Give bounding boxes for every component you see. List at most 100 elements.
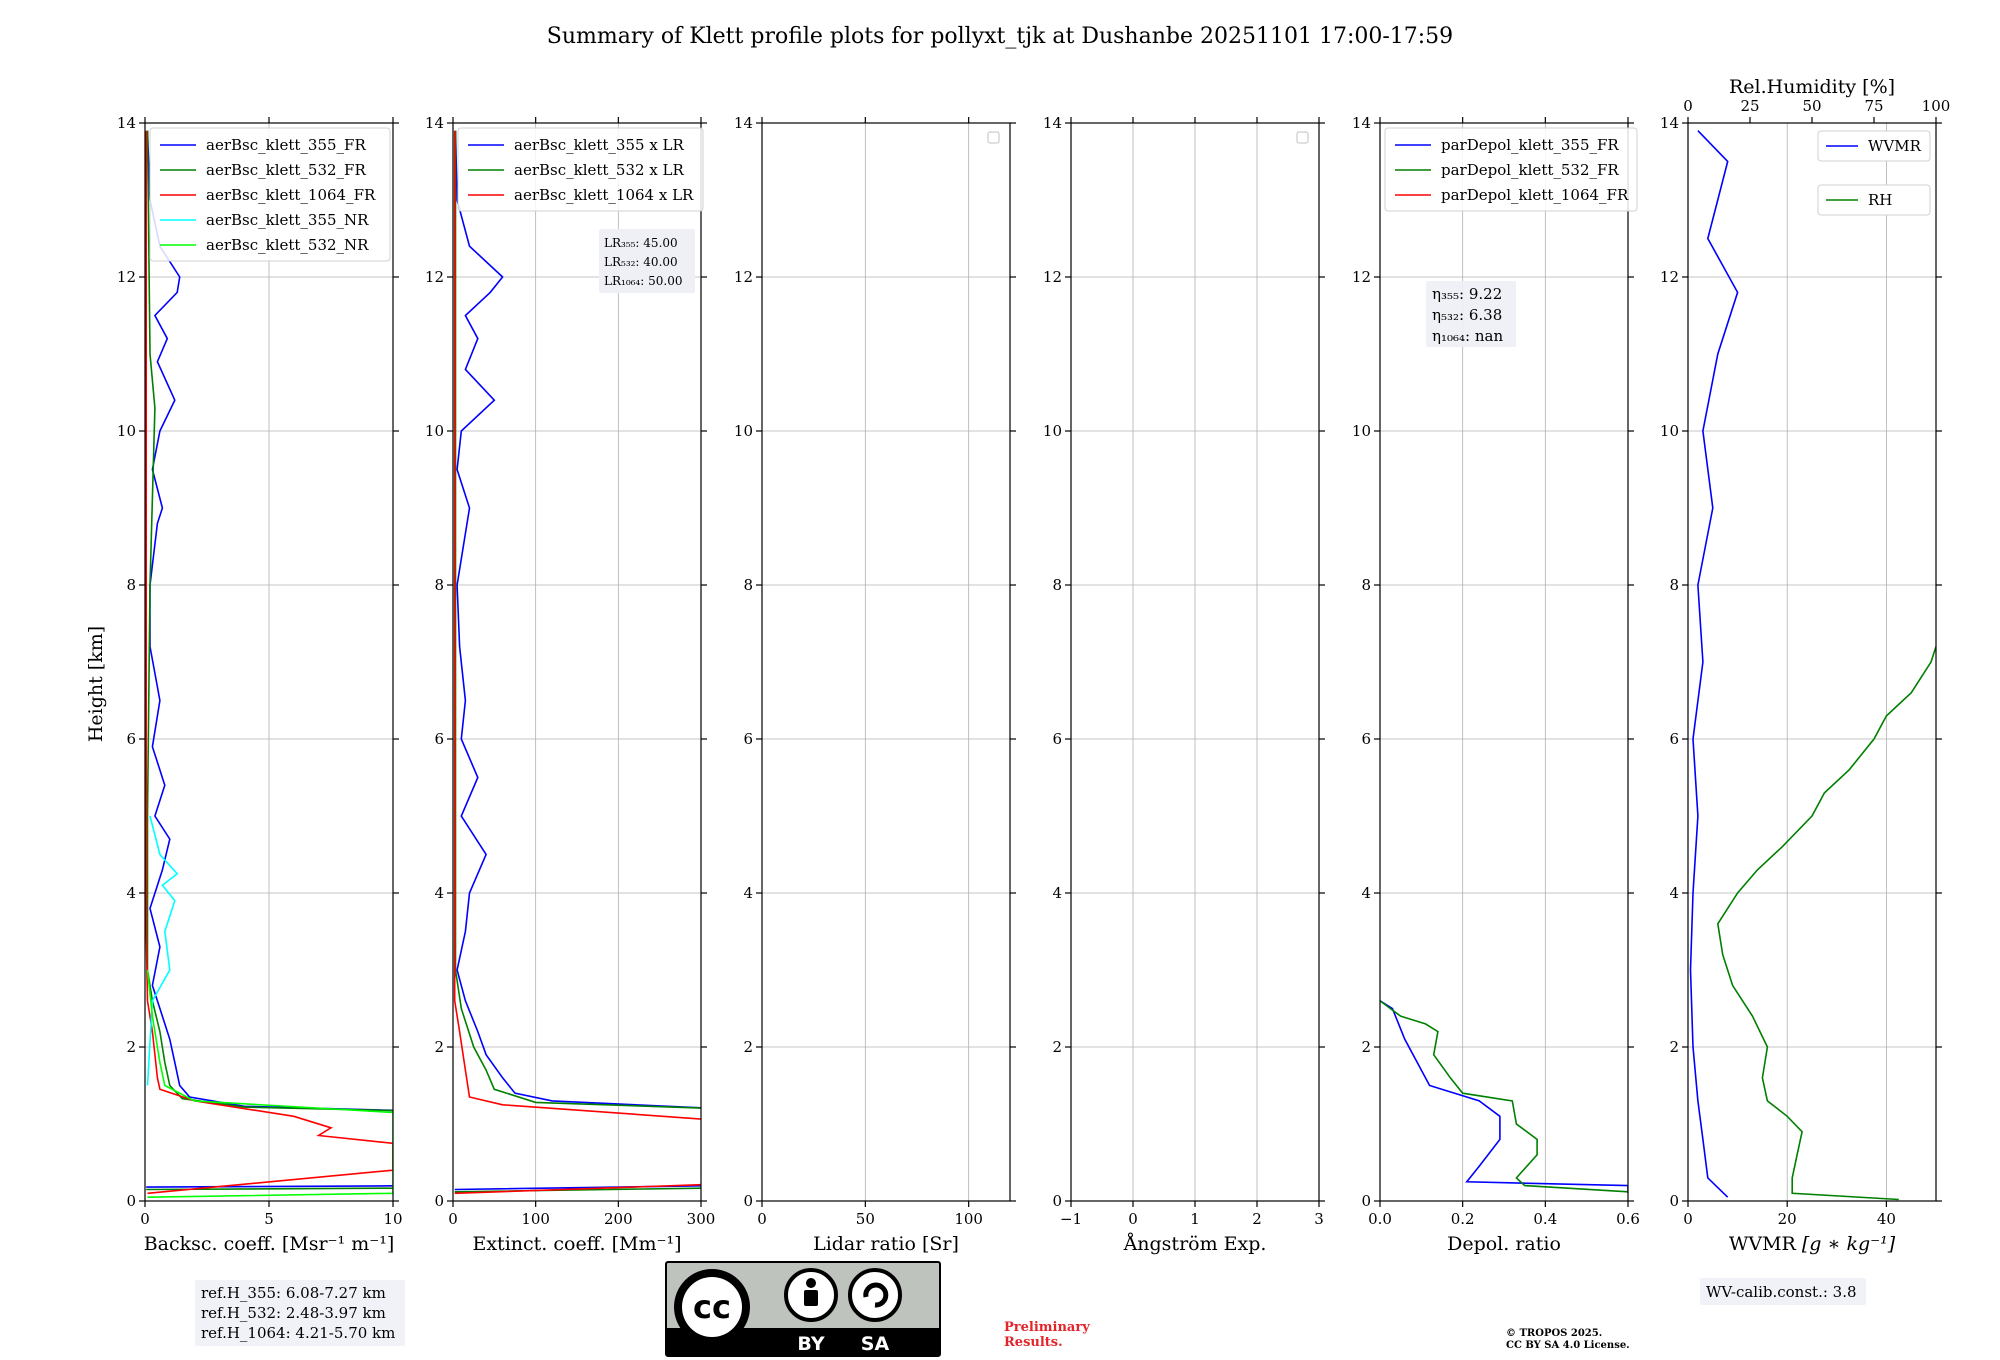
- sa-share-icon: [848, 1268, 902, 1322]
- y-tick-label: 14: [117, 114, 136, 132]
- x-axis-label-unit: [𝑔 ∗ 𝑘𝑔⁻¹]: [1802, 1233, 1896, 1255]
- panel-backscatter: 0 2 4 6 8 10 12 14 0 5 10 Backsc. coeff. [Msr⁻¹ m⁻¹…: [117, 114, 403, 1255]
- series-group: [1689, 130, 1936, 1201]
- legend-label: RH: [1868, 191, 1892, 209]
- legend-label: aerBsc_klett_1064_FR: [206, 186, 376, 204]
- x-axis-label: Lidar ratio [Sr]: [813, 1233, 959, 1255]
- legend-label: aerBsc_klett_355_FR: [206, 136, 366, 154]
- legend-label: aerBsc_klett_355 x LR: [514, 136, 685, 154]
- y-axis-label: Height [km]: [85, 626, 107, 742]
- legend-box: [149, 127, 391, 262]
- x-tick-label: 0: [1683, 1210, 1693, 1228]
- series-group: [145, 130, 393, 1198]
- x-axis-label: WVMR [𝑔 ∗ 𝑘𝑔⁻¹]: [1729, 1233, 1896, 1255]
- annotation-eta532: η₅₃₂: 6.38: [1432, 306, 1502, 324]
- x-tick-label: 5: [264, 1210, 274, 1228]
- axes-frame: [761, 122, 1011, 1202]
- top-tick-label: 25: [1740, 97, 1759, 115]
- ref-height-355: ref.H_355: 6.08-7.27 km: [201, 1284, 386, 1302]
- panel-extinction: 0 2 4 6 8 10 12 14 0 100 200 300 Extinct. coeff. [Mm…: [425, 114, 716, 1255]
- results-label: Results.: [1004, 1335, 1063, 1350]
- y-tick-label: 10: [1043, 422, 1062, 440]
- x-tick-label: 0.4: [1533, 1210, 1557, 1228]
- top-tick-label: 100: [1922, 97, 1951, 115]
- series-aerBsc_klett_532_FR: [146, 130, 393, 1191]
- panel-depol: 0 2 4 6 8 10 12 14 0.0 0.2 0.4 0.6 Depol. ratio parDe…: [1352, 114, 1640, 1255]
- legend-label: aerBsc_klett_532_NR: [206, 236, 369, 254]
- y-tick-label: 8: [434, 576, 444, 594]
- depol-eta-box: [1426, 281, 1516, 347]
- y-tick-label: 4: [126, 884, 136, 902]
- y-tick-label: 0: [743, 1192, 753, 1210]
- y-tick-label: 2: [1669, 1038, 1679, 1056]
- legend-label: aerBsc_klett_1064 x LR: [514, 186, 694, 204]
- y-tick-label: 10: [1660, 422, 1679, 440]
- y-tick-label: 0: [1669, 1192, 1679, 1210]
- y-tick-label: 4: [1052, 884, 1062, 902]
- x-tick-label: −1: [1060, 1210, 1082, 1228]
- y-tick-label: 12: [734, 268, 753, 286]
- legend-label: parDepol_klett_355_FR: [1441, 136, 1619, 154]
- x-tick-label: 10: [383, 1210, 402, 1228]
- series-RH: [1716, 646, 1936, 1201]
- x-tick-label: 300: [687, 1210, 716, 1228]
- y-tick-label: 14: [1352, 114, 1371, 132]
- series-aerBsc_klett_1064_FR: [145, 130, 393, 1195]
- annotation-eta355: η₃₅₅: 9.22: [1432, 285, 1502, 303]
- series-aerBsc_klett_355 x LR: [454, 130, 701, 1191]
- series-group: [453, 130, 701, 1195]
- y-tick-label: 12: [1043, 268, 1062, 286]
- y-tick-label: 2: [1052, 1038, 1062, 1056]
- y-tick-label: 0: [1361, 1192, 1371, 1210]
- top-tick-label: 75: [1864, 97, 1883, 115]
- empty-legend-icon: [987, 131, 1000, 144]
- y-tick-label: 0: [1052, 1192, 1062, 1210]
- legend-label: aerBsc_klett_532_FR: [206, 161, 366, 179]
- top-tick-label: 0: [1683, 97, 1693, 115]
- y-tick-label: 4: [1361, 884, 1371, 902]
- y-tick-label: 2: [434, 1038, 444, 1056]
- ref-heights-box: ref.H_355: 6.08-7.27 km ref.H_532: 2.48-…: [195, 1280, 405, 1346]
- annotation-LR355: LR₃₅₅: 45.00: [604, 236, 678, 250]
- y-tick-label: 4: [1669, 884, 1679, 902]
- y-tick-label: 4: [434, 884, 444, 902]
- y-tick-label: 6: [1361, 730, 1371, 748]
- series-aerBsc_klett_532 x LR: [454, 130, 701, 1193]
- series-aerBsc_klett_1064 x LR: [453, 130, 701, 1195]
- x-tick-label: 0.2: [1451, 1210, 1475, 1228]
- annotation-eta1064: η₁₀₆₄: nan: [1432, 327, 1503, 345]
- y-tick-label: 2: [743, 1038, 753, 1056]
- series-aerBsc_klett_532_NR: [146, 969, 393, 1198]
- legend-box: [1817, 130, 1931, 162]
- x-axis-label-name: WVMR: [1729, 1233, 1802, 1255]
- y-tick-label: 0: [434, 1192, 444, 1210]
- y-tick-label: 14: [734, 114, 753, 132]
- x-axis-label: Depol. ratio: [1447, 1233, 1561, 1255]
- y-tick-label: 12: [425, 268, 444, 286]
- y-tick-label: 12: [1660, 268, 1679, 286]
- y-tick-label: 8: [1669, 576, 1679, 594]
- figure-title: Summary of Klett profile plots for polly…: [547, 24, 1453, 49]
- series-aerBsc_klett_355_NR: [146, 815, 179, 1086]
- y-tick-label: 8: [1052, 576, 1062, 594]
- x-tick-label: 50: [856, 1210, 875, 1228]
- legend-box: [1384, 127, 1638, 212]
- y-tick-label: 6: [1669, 730, 1679, 748]
- preliminary-label: Preliminary: [1004, 1320, 1090, 1335]
- x-tick-label: 0: [140, 1210, 150, 1228]
- y-tick-label: 4: [743, 884, 753, 902]
- y-tick-label: 6: [743, 730, 753, 748]
- y-tick-label: 2: [1361, 1038, 1371, 1056]
- sa-label: SA: [861, 1333, 890, 1355]
- y-tick-label: 10: [117, 422, 136, 440]
- legend-box: [1817, 184, 1931, 216]
- y-tick-label: 8: [1361, 576, 1371, 594]
- panel-lidar_ratio: 0 2 4 6 8 10 12 14 0 50 100 Lidar ratio [Sr]: [734, 114, 1016, 1255]
- series-aerBsc_klett_355_FR: [146, 130, 393, 1188]
- top-tick-label: 50: [1802, 97, 1821, 115]
- person-body-icon: [804, 1290, 818, 1306]
- legend-label: aerBsc_klett_532 x LR: [514, 161, 685, 179]
